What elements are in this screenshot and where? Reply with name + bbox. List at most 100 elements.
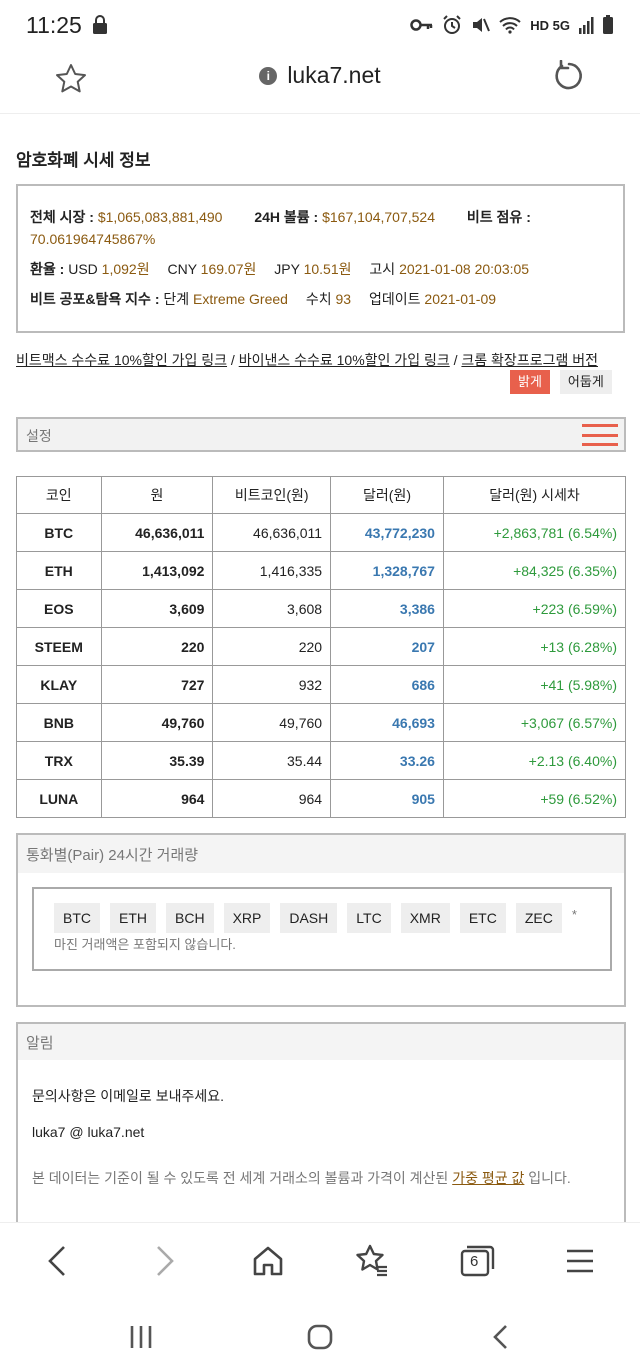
menu-icon[interactable] (560, 1241, 600, 1281)
stage-label: 단계 (163, 291, 190, 307)
usd-krw-cell: 1,328,767 (330, 551, 444, 590)
table-row: BNB 49,760 49,760 46,693 +3,067 (6.57%) (16, 703, 627, 742)
web-page: 암호화폐 시세 정보 전체 시장 : $1,065,083,881,490 24… (0, 114, 640, 1222)
diff-cell: +2,863,781 (6.54%) (442, 513, 627, 552)
url-text: luka7.net (287, 62, 381, 88)
notice-title: 알림 (18, 1024, 624, 1060)
market-summary: 전체 시장 : $1,065,083,881,490 24H 볼륨 : $167… (16, 184, 625, 333)
diff-cell: +59 (6.52%) (442, 779, 627, 818)
pair-chip-dash[interactable]: DASH (280, 903, 338, 933)
home-icon[interactable] (248, 1241, 288, 1281)
pair-chip-bch[interactable]: BCH (166, 903, 214, 933)
pair-chip-btc[interactable]: BTC (54, 903, 100, 933)
krw-cell: 1,413,092 (100, 551, 214, 590)
jpy-label: JPY (274, 261, 300, 277)
usd-krw-cell: 43,772,230 (330, 513, 444, 552)
coin-cell: BNB (16, 703, 102, 742)
col-usd-krw[interactable]: 달러(원) (330, 476, 444, 514)
settings-bar[interactable]: 설정 (16, 417, 626, 452)
coin-cell: STEEM (16, 627, 102, 666)
diff-cell: +223 (6.59%) (442, 589, 627, 628)
col-krw[interactable]: 원 (100, 476, 214, 514)
pair-chip-xrp[interactable]: XRP (223, 903, 271, 933)
bookmark-star-icon[interactable] (54, 62, 88, 96)
total-market-value: $1,065,083,881,490 (97, 209, 223, 225)
diff-cell: +84,325 (6.35%) (442, 551, 627, 590)
reload-icon[interactable] (552, 60, 586, 94)
weighted-average-link[interactable]: 가중 평균 값 (452, 1170, 525, 1186)
price-table: 코인 원 비트코인(원) 달러(원) 달러(원) 시세차 BTC 46,636,0… (16, 476, 627, 818)
coin-cell: TRX (16, 741, 102, 780)
status-time: 11:25 (26, 11, 82, 38)
home-system-icon[interactable] (305, 1322, 335, 1352)
description-suffix: 입니다. (524, 1170, 571, 1186)
mute-icon (473, 18, 491, 32)
bitmex-link[interactable]: 비트맥스 수수료 10%할인 가입 링크 (16, 352, 228, 368)
krw-cell: 727 (100, 665, 214, 704)
krw-cell: 3,609 (100, 589, 214, 628)
link-separator: / (449, 352, 462, 368)
total-market-label: 전체 시장 : (30, 209, 94, 225)
recent-apps-icon[interactable] (126, 1322, 156, 1352)
volume-label: 24H 볼륨 : (254, 209, 319, 225)
key-icon (410, 19, 433, 31)
diff-cell: +3,067 (6.57%) (442, 703, 627, 742)
forward-icon[interactable] (144, 1241, 184, 1281)
pair-chip-ltc[interactable]: LTC (347, 903, 391, 933)
margin-note: * 마진 거래액은 포함되지 않습니다. (54, 907, 577, 952)
usd-krw-cell: 905 (330, 779, 444, 818)
data-description: 본 데이터는 기준이 될 수 있도록 전 세계 거래소의 볼륨과 가격이 계산된… (32, 1168, 571, 1188)
diff-cell: +2.13 (6.40%) (442, 741, 627, 780)
coin-cell: ETH (16, 551, 102, 590)
usd-krw-cell: 207 (330, 627, 444, 666)
btc-krw-cell: 964 (212, 779, 332, 818)
fear-greed-label: 비트 공포&탐욕 지수 : (30, 291, 160, 307)
description-text: 본 데이터는 기준이 될 수 있도록 전 세계 거래소의 볼륨과 가격이 계산된 (32, 1170, 453, 1186)
table-row: BTC 46,636,011 46,636,011 43,772,230 +2,863,… (16, 513, 627, 552)
col-diff[interactable]: 달러(원) 시세차 (442, 476, 627, 514)
btc-krw-cell: 932 (212, 665, 332, 704)
pair-volume-panel: 통화별(Pair) 24시간 거래량 BTC ETH BCH XRP DASH LTC XM… (16, 833, 626, 1007)
usd-krw-cell: 686 (330, 665, 444, 704)
status-bar: 11:25 HD 5G (0, 0, 640, 50)
col-coin[interactable]: 코인 (16, 476, 102, 514)
hamburger-menu-icon[interactable] (582, 424, 618, 446)
table-row: LUNA 964 964 905 +59 (6.52%) (16, 779, 627, 818)
light-theme-button[interactable]: 밝게 (510, 370, 550, 394)
krw-cell: 35.39 (100, 741, 214, 780)
btc-dominance-label: 비트 점유 : (466, 209, 531, 225)
usd-label: USD (68, 261, 98, 277)
usd-value: 1,092원 (101, 261, 150, 277)
btc-krw-cell: 49,760 (212, 703, 332, 742)
stage-value: Extreme Greed (193, 291, 288, 307)
pair-chip-zec[interactable]: ZEC (515, 903, 562, 933)
tabs-button[interactable]: 6 (456, 1241, 496, 1281)
update-label: 업데이트 (368, 291, 421, 307)
url-field[interactable]: i luka7.net (0, 62, 640, 89)
col-btc-krw[interactable]: 비트코인(원) (212, 476, 332, 514)
coin-cell: LUNA (16, 779, 102, 818)
index-value: 93 (335, 291, 352, 307)
krw-cell: 49,760 (100, 703, 214, 742)
back-icon[interactable] (38, 1241, 78, 1281)
binance-link[interactable]: 바이낸스 수수료 10%할인 가입 링크 (238, 352, 450, 368)
pair-chip-etc[interactable]: ETC (459, 903, 506, 933)
pair-chip-xmr[interactable]: XMR (400, 903, 450, 933)
fx-label: 환율 : (30, 261, 65, 277)
btc-krw-cell: 1,416,335 (212, 551, 332, 590)
link-separator: / (227, 352, 239, 368)
table-row: STEEM 220 220 207 +13 (6.28%) (16, 627, 627, 666)
btc-krw-cell: 220 (212, 627, 332, 666)
lock-icon (92, 15, 107, 34)
coin-cell: KLAY (16, 665, 102, 704)
signal-icon (579, 17, 594, 34)
chrome-extension-link[interactable]: 크롬 확장프로그램 버전 (461, 352, 598, 368)
pair-chip-eth[interactable]: ETH (110, 903, 156, 933)
pair-volume-title: 통화별(Pair) 24시간 거래량 (18, 835, 624, 873)
table-row: TRX 35.39 35.44 33.26 +2.13 (6.40%) (16, 741, 627, 780)
dark-theme-button[interactable]: 어둡게 (559, 370, 612, 394)
jpy-value: 10.51원 (303, 261, 352, 277)
info-icon[interactable]: i (259, 66, 278, 85)
bookmarks-icon[interactable] (352, 1241, 392, 1281)
back-system-icon[interactable] (486, 1322, 516, 1352)
